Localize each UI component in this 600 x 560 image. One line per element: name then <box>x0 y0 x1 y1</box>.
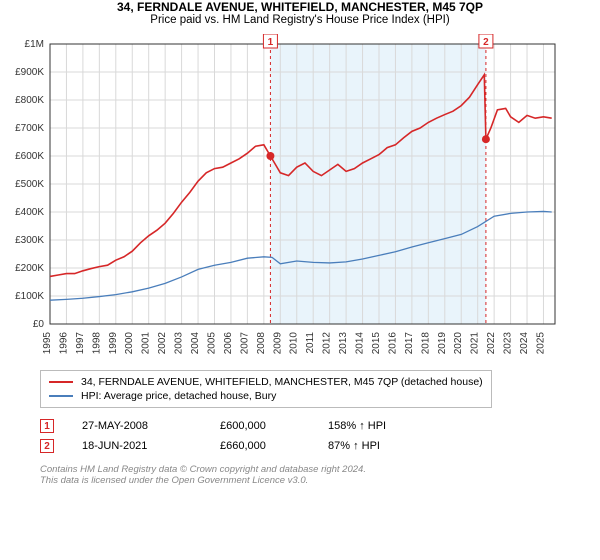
svg-text:£100K: £100K <box>15 291 44 302</box>
svg-text:2001: 2001 <box>141 332 152 355</box>
footer-line1: Contains HM Land Registry data © Crown c… <box>40 464 600 475</box>
legend-item: HPI: Average price, detached house, Bury <box>49 389 483 403</box>
legend-swatch <box>49 381 73 383</box>
svg-text:2007: 2007 <box>239 332 250 355</box>
svg-text:1999: 1999 <box>108 332 119 355</box>
svg-text:2016: 2016 <box>387 332 398 355</box>
transaction-date: 27-MAY-2008 <box>82 420 192 432</box>
svg-text:2004: 2004 <box>190 332 201 355</box>
svg-text:2002: 2002 <box>157 332 168 355</box>
svg-text:1997: 1997 <box>75 332 86 355</box>
svg-text:2020: 2020 <box>453 332 464 355</box>
chart-title: 34, FERNDALE AVENUE, WHITEFIELD, MANCHES… <box>0 0 600 14</box>
svg-text:2022: 2022 <box>486 332 497 355</box>
svg-text:2017: 2017 <box>404 332 415 355</box>
svg-text:2025: 2025 <box>535 332 546 355</box>
chart-container: { "title": "34, FERNDALE AVENUE, WHITEFI… <box>0 0 600 560</box>
svg-text:2013: 2013 <box>338 332 349 355</box>
transaction-pct: 87% ↑ HPI <box>328 440 428 452</box>
svg-text:£800K: £800K <box>15 95 44 106</box>
svg-text:2015: 2015 <box>371 332 382 355</box>
svg-text:£900K: £900K <box>15 67 44 78</box>
svg-text:£0: £0 <box>33 319 45 330</box>
svg-text:2012: 2012 <box>322 332 333 355</box>
legend-box: 34, FERNDALE AVENUE, WHITEFIELD, MANCHES… <box>40 370 492 408</box>
transaction-pct: 158% ↑ HPI <box>328 420 428 432</box>
transaction-marker: 1 <box>40 419 54 433</box>
svg-text:£1M: £1M <box>25 39 44 50</box>
svg-text:2: 2 <box>483 37 489 48</box>
chart-svg: £0 £100K £200K £300K £400K £500K £600K £700K £80… <box>0 34 560 364</box>
svg-text:2024: 2024 <box>519 332 530 355</box>
transaction-row: 1 27-MAY-2008 £600,000 158% ↑ HPI <box>40 416 600 436</box>
svg-text:2018: 2018 <box>420 332 431 355</box>
transaction-price: £660,000 <box>220 440 300 452</box>
transaction-marker: 2 <box>40 439 54 453</box>
svg-text:£500K: £500K <box>15 179 44 190</box>
svg-text:2011: 2011 <box>305 332 316 354</box>
legend-item: 34, FERNDALE AVENUE, WHITEFIELD, MANCHES… <box>49 375 483 389</box>
legend-swatch <box>49 395 73 397</box>
svg-text:1996: 1996 <box>58 332 69 355</box>
legend-label: 34, FERNDALE AVENUE, WHITEFIELD, MANCHES… <box>81 376 483 388</box>
svg-text:£700K: £700K <box>15 123 44 134</box>
svg-text:2023: 2023 <box>503 332 514 355</box>
svg-text:2014: 2014 <box>355 332 366 355</box>
svg-text:£200K: £200K <box>15 263 44 274</box>
svg-text:2021: 2021 <box>470 332 481 355</box>
transactions-table: 1 27-MAY-2008 £600,000 158% ↑ HPI 2 18-JUN-20… <box>40 416 600 456</box>
svg-text:£400K: £400K <box>15 207 44 218</box>
chart-plot-area: £0 £100K £200K £300K £400K £500K £600K £700K £80… <box>0 34 600 364</box>
footer-line2: This data is licensed under the Open Gov… <box>40 475 600 486</box>
svg-text:1998: 1998 <box>91 332 102 355</box>
svg-text:2008: 2008 <box>256 332 267 355</box>
footer-attribution: Contains HM Land Registry data © Crown c… <box>40 464 600 486</box>
chart-subtitle: Price paid vs. HM Land Registry's House … <box>0 14 600 26</box>
transaction-row: 2 18-JUN-2021 £660,000 87% ↑ HPI <box>40 436 600 456</box>
svg-text:£300K: £300K <box>15 235 44 246</box>
legend-label: HPI: Average price, detached house, Bury <box>81 390 276 402</box>
svg-text:1: 1 <box>268 37 274 48</box>
svg-text:1995: 1995 <box>42 332 53 355</box>
svg-text:2000: 2000 <box>124 332 135 355</box>
svg-text:2003: 2003 <box>174 332 185 355</box>
svg-text:2019: 2019 <box>437 332 448 355</box>
svg-text:2009: 2009 <box>272 332 283 355</box>
svg-text:2005: 2005 <box>206 332 217 355</box>
transaction-price: £600,000 <box>220 420 300 432</box>
svg-text:£600K: £600K <box>15 151 44 162</box>
svg-text:2010: 2010 <box>289 332 300 355</box>
transaction-date: 18-JUN-2021 <box>82 440 192 452</box>
svg-text:2006: 2006 <box>223 332 234 355</box>
